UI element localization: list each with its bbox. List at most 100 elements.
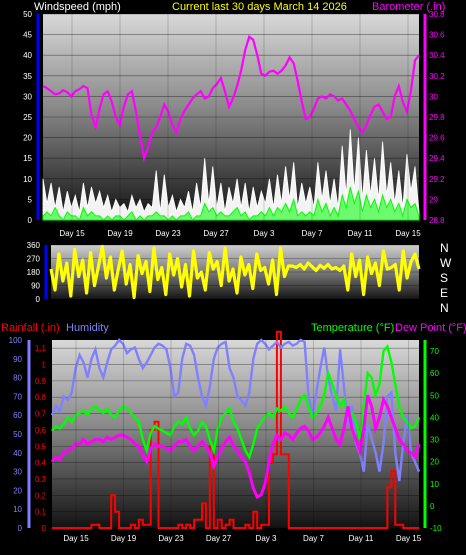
- x-tick-label: Day 3: [254, 229, 275, 238]
- temperature-axis-title: Temperature (°F): [311, 322, 394, 334]
- temperature-tick-label: 70: [430, 347, 439, 356]
- compass-letter: E: [440, 286, 448, 300]
- temperature-tick-label: 60: [430, 369, 439, 378]
- direction-tick-label: 270: [27, 255, 41, 264]
- barometer-tick-label: 29.6: [429, 134, 445, 143]
- wind-tick-label: 0: [28, 216, 33, 225]
- humidity-tick-label: 10: [13, 505, 22, 514]
- humidity-tick-label: 100: [9, 336, 23, 345]
- wind-tick-label: 30: [23, 92, 32, 101]
- x-tick-label: Day 11: [349, 534, 374, 543]
- barometer-tick-label: 29.4: [429, 154, 445, 163]
- direction-series: [49, 244, 421, 300]
- compass-letter: N: [440, 241, 449, 255]
- humidity-tick-label: 30: [13, 468, 22, 477]
- wind-tick-label: 5: [28, 195, 33, 204]
- barometer-tick-label: 29: [429, 195, 438, 204]
- rainfall-axis-title: Rainfall (.in): [1, 322, 60, 334]
- chart-period-title: Current last 30 days March 14 2026: [172, 1, 347, 13]
- wind-tick-label: 50: [23, 10, 32, 19]
- temperature-tick-label: 30: [430, 436, 439, 445]
- dewpoint-series-line: [50, 394, 421, 500]
- temperature-series-line: [51, 344, 421, 461]
- barometer-tick-label: 30: [429, 92, 438, 101]
- wind-barometer-chart: Windspeed (mph) Current last 30 days Mar…: [23, 1, 445, 238]
- x-tick-label: Day 7: [302, 229, 323, 238]
- humidity-tick-label: 20: [13, 486, 22, 495]
- direction-tick-label: 360: [27, 241, 41, 250]
- humidity-tick-label: 50: [13, 430, 22, 439]
- rain-humidity-temperature-chart: Rainfall (.in) Humidity Temperature (°F)…: [1, 322, 466, 543]
- x-tick-label: Day 15: [59, 229, 85, 238]
- rainfall-series-line: [52, 330, 419, 529]
- rainfall-tick-label: 0: [42, 524, 47, 533]
- humidity-y-ticks: 0 10 20 30 40 50 60 70 80 90 100: [9, 336, 23, 533]
- humidity-tick-label: 80: [13, 374, 22, 383]
- x-tick-label: Day 27: [203, 229, 229, 238]
- x-tick-label: Day 15: [63, 534, 89, 543]
- gust-series-area: [42, 186, 420, 221]
- rainfall-tick-label: 0.8: [35, 393, 47, 402]
- humidity-tick-label: 90: [13, 355, 22, 364]
- wind-tick-label: 40: [23, 51, 32, 60]
- compass-letter: W: [440, 256, 452, 270]
- barometer-tick-label: 30.6: [429, 31, 445, 40]
- rainfall-tick-label: 0.6: [35, 426, 47, 435]
- x-tick-label: Day 15: [396, 534, 422, 543]
- humidity-tick-label: 0: [18, 524, 23, 533]
- wind-x-ticks: Day 15 Day 19 Day 23 Day 27 Day 3 Day 7 Day 11…: [59, 14, 421, 238]
- barometer-tick-label: 28.8: [429, 216, 445, 225]
- compass-letter: S: [440, 271, 448, 285]
- humidity-tick-label: 60: [13, 411, 22, 420]
- humidity-tick-label: 70: [13, 392, 22, 401]
- wind-tick-label: 35: [23, 72, 32, 81]
- rainfall-tick-label: 1.1: [35, 344, 47, 353]
- temperature-tick-label: 20: [430, 458, 439, 467]
- rainfall-tick-label: 0.7: [35, 410, 47, 419]
- barometer-tick-label: 29.8: [429, 113, 445, 122]
- barometer-series-line: [42, 34, 420, 163]
- barometer-tick-label: 30.2: [429, 72, 445, 81]
- barometer-tick-label: 30.4: [429, 51, 445, 60]
- rainfall-tick-label: 0.3: [35, 475, 47, 484]
- rainfall-tick-label: 0.5: [35, 442, 47, 451]
- x-tick-label: Day 27: [206, 534, 232, 543]
- humidity-axis-title: Humidity: [66, 322, 109, 334]
- x-tick-label: Day 19: [107, 229, 133, 238]
- temperature-tick-label: 40: [430, 413, 439, 422]
- lower-x-ticks: Day 15 Day 19 Day 23 Day 27 Day 3 Day 7 Day 11…: [63, 340, 422, 543]
- wind-tick-label: 45: [23, 31, 32, 40]
- wind-tick-label: 15: [23, 154, 32, 163]
- direction-y-ticks: 0 90 180 270 360: [27, 241, 41, 304]
- wind-y-ticks: 0 5 10 15 20 25 30 35 40 45 50: [23, 10, 32, 225]
- dewpoint-axis-title: Dew Point (°F): [395, 322, 466, 334]
- windspeed-series-area: [42, 129, 420, 221]
- x-tick-label: Day 7: [303, 534, 324, 543]
- x-tick-label: Day 19: [111, 534, 137, 543]
- compass-letter: N: [440, 301, 449, 315]
- rainfall-tick-label: 1: [42, 361, 47, 370]
- x-tick-label: Day 11: [348, 229, 373, 238]
- temperature-tick-label: 0: [430, 502, 435, 511]
- rainfall-tick-label: 0.9: [35, 377, 47, 386]
- wind-direction-series-line: [49, 244, 421, 300]
- rainfall-tick-label: 0.4: [35, 459, 47, 468]
- barometer-tick-label: 30.8: [429, 10, 445, 19]
- wind-series: [42, 34, 420, 221]
- lower-series: [50, 330, 421, 529]
- temperature-tick-label: 10: [430, 480, 439, 489]
- barometer-axis-title: Barometer (.in): [372, 1, 445, 13]
- wind-tick-label: 10: [23, 175, 32, 184]
- x-tick-label: Day 23: [155, 229, 181, 238]
- wind-tick-label: 20: [23, 134, 32, 143]
- x-tick-label: Day 15: [395, 229, 421, 238]
- rainfall-tick-label: 0.2: [35, 491, 47, 500]
- barometer-tick-label: 29.2: [429, 175, 445, 184]
- humidity-tick-label: 40: [13, 449, 22, 458]
- barometer-y-ticks: 28.8 29 29.2 29.4 29.6 29.8 30 30.2 30.4 30.6 30.8: [429, 10, 445, 225]
- rainfall-y-ticks: 0 0.1 0.2 0.3 0.4 0.5 0.6 0.7 0.8 0.9 1 1.1: [35, 344, 47, 533]
- temperature-tick-label: -10: [430, 524, 442, 533]
